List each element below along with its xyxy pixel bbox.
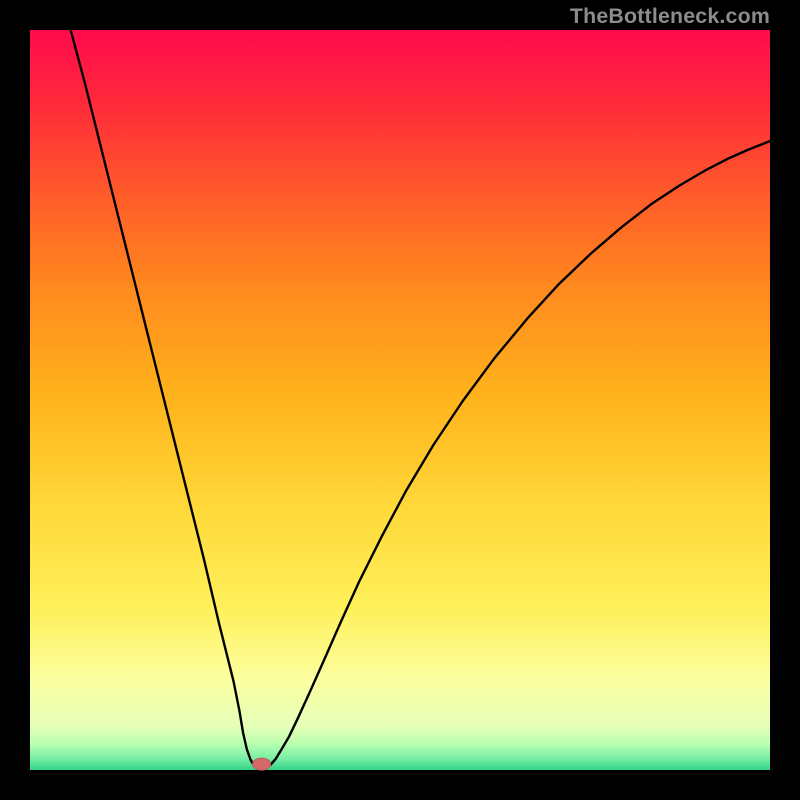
optimal-point-marker xyxy=(253,758,271,770)
chart-frame: TheBottleneck.com xyxy=(0,0,800,800)
watermark-text: TheBottleneck.com xyxy=(570,4,770,29)
plot-background xyxy=(30,30,770,770)
bottleneck-curve-chart xyxy=(0,0,800,800)
